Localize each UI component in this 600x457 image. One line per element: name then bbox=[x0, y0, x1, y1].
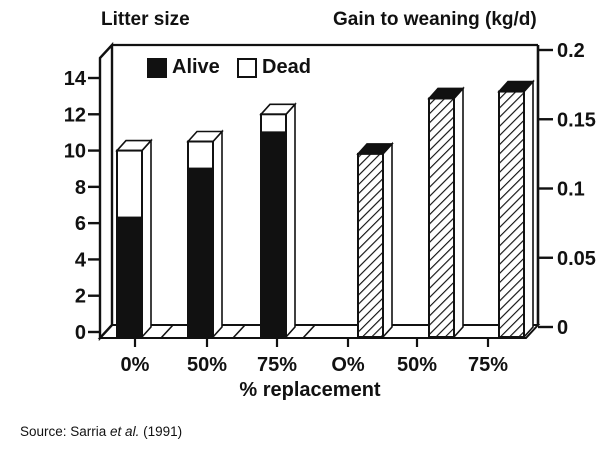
legend-swatch-dead bbox=[237, 58, 257, 78]
stacked-bar-side bbox=[285, 102, 296, 340]
stacked-bar-side bbox=[141, 138, 152, 340]
bar-alive-segment bbox=[187, 167, 214, 338]
source-etal: et al. bbox=[110, 424, 140, 439]
bar-gain bbox=[428, 97, 455, 338]
source-prefix: Source: Sarria bbox=[20, 424, 111, 439]
bar-dead-segment bbox=[187, 140, 214, 170]
hatched-bar-side bbox=[382, 141, 393, 340]
bar-gain bbox=[357, 152, 384, 338]
stacked-bar-side bbox=[212, 129, 223, 340]
left-axis-title: Litter size bbox=[101, 9, 190, 30]
right-axis-tick-label: 0.2 bbox=[557, 40, 585, 62]
hatched-bar-side bbox=[523, 79, 534, 340]
legend-swatch-alive bbox=[147, 58, 167, 78]
floor bbox=[97, 324, 541, 339]
hatched-bar-side bbox=[453, 86, 464, 340]
left-axis-tick-label: 6 bbox=[75, 213, 86, 235]
legend-label-dead: Dead bbox=[262, 56, 311, 78]
legend-label-alive: Alive bbox=[172, 56, 220, 78]
x-category-label: O% bbox=[331, 354, 365, 376]
x-category-label: 75% bbox=[468, 354, 508, 376]
source-suffix: (1991) bbox=[139, 424, 183, 439]
left-axis-tick-label: 12 bbox=[64, 104, 86, 126]
left-axis-tick-label: 4 bbox=[75, 249, 87, 271]
x-axis-label: % replacement bbox=[239, 379, 381, 401]
left-axis-tick-label: 14 bbox=[64, 68, 87, 90]
bar-gain bbox=[498, 90, 525, 338]
x-category-label: 0% bbox=[121, 354, 150, 376]
left-axis-tick-label: 10 bbox=[64, 141, 86, 163]
floor-seam bbox=[160, 324, 174, 339]
x-category-label: 50% bbox=[187, 354, 227, 376]
floor-seam bbox=[302, 324, 316, 339]
bar-alive-segment bbox=[116, 216, 143, 338]
floor-seam bbox=[232, 324, 246, 339]
left-axis-tick-label: 8 bbox=[75, 177, 86, 199]
bar-dead-segment bbox=[260, 113, 287, 134]
right-axis-tick-label: 0.15 bbox=[557, 109, 596, 131]
left-axis-tick-label: 0 bbox=[75, 322, 86, 344]
right-axis-title: Gain to weaning (kg/d) bbox=[333, 9, 537, 30]
x-category-label: 50% bbox=[397, 354, 437, 376]
right-axis-tick-label: 0.05 bbox=[557, 248, 596, 270]
x-category-label: 75% bbox=[257, 354, 297, 376]
right-axis-tick-label: 0.1 bbox=[557, 179, 585, 201]
left-axis-wall bbox=[98, 41, 114, 342]
bar-dead-segment bbox=[116, 149, 143, 219]
bar-alive-segment bbox=[260, 131, 287, 338]
right-axis-tick-label: 0 bbox=[557, 317, 568, 339]
source-note: Source: Sarria et al. (1991) bbox=[20, 424, 182, 439]
left-axis-tick-label: 2 bbox=[75, 286, 86, 308]
